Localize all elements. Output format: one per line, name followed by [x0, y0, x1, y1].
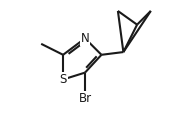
Text: Br: Br [78, 92, 92, 105]
Text: S: S [59, 73, 67, 86]
Text: N: N [81, 32, 89, 45]
